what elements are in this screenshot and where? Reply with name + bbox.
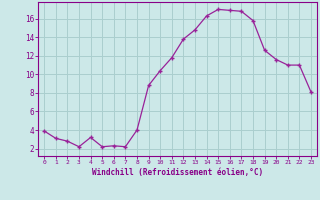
X-axis label: Windchill (Refroidissement éolien,°C): Windchill (Refroidissement éolien,°C)	[92, 168, 263, 177]
